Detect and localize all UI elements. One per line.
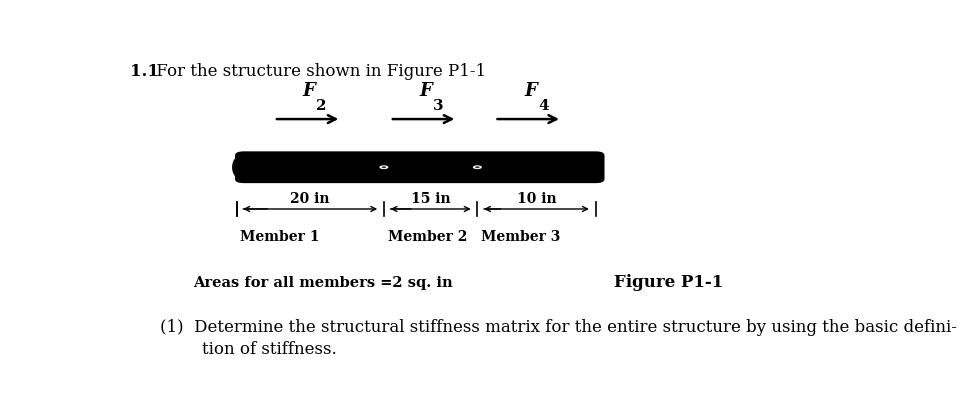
Text: F: F: [302, 82, 316, 100]
FancyBboxPatch shape: [235, 151, 604, 183]
Ellipse shape: [584, 156, 604, 178]
Circle shape: [475, 166, 480, 168]
Circle shape: [381, 166, 386, 168]
Text: Areas for all members =2 sq. in: Areas for all members =2 sq. in: [193, 276, 453, 290]
Text: Figure P1-1: Figure P1-1: [615, 274, 724, 291]
Text: Member 2: Member 2: [388, 230, 467, 244]
Circle shape: [379, 165, 388, 169]
Text: 2: 2: [316, 99, 326, 113]
Text: 10 in: 10 in: [516, 192, 556, 206]
Ellipse shape: [232, 154, 253, 180]
Circle shape: [473, 165, 482, 169]
Text: (1)  Determine the structural stiffness matrix for the entire structure by using: (1) Determine the structural stiffness m…: [159, 319, 956, 336]
Text: F: F: [420, 82, 432, 100]
Text: For the structure shown in Figure P1-1: For the structure shown in Figure P1-1: [151, 63, 485, 80]
Text: 4: 4: [538, 99, 548, 113]
Text: F: F: [525, 82, 538, 100]
Text: Member 1: Member 1: [240, 230, 319, 244]
Text: 15 in: 15 in: [411, 192, 451, 206]
Text: 3: 3: [433, 99, 444, 113]
Text: 1.1: 1.1: [129, 63, 158, 80]
Text: 20 in: 20 in: [290, 192, 330, 206]
Text: tion of stiffness.: tion of stiffness.: [159, 341, 336, 358]
Text: Member 3: Member 3: [482, 230, 561, 244]
